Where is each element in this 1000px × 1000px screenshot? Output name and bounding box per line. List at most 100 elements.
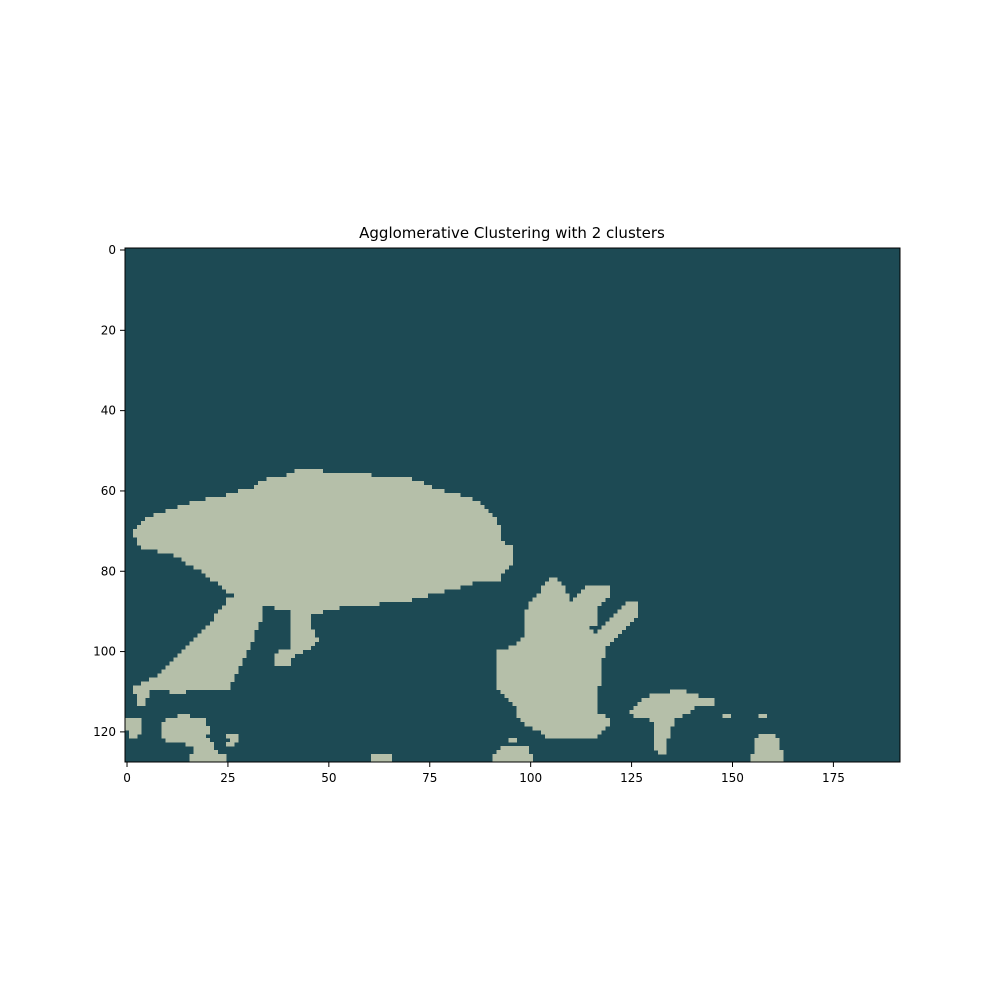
- cluster-1-cell-run: [754, 737, 780, 743]
- cluster-1-cell-run: [496, 661, 602, 667]
- cluster-1-cell-run: [516, 641, 606, 646]
- cluster-1-cell-run: [157, 549, 513, 554]
- cluster-1-cell-run: [496, 677, 602, 683]
- cluster-1-cell-run: [544, 581, 562, 586]
- cluster-1-bottom-middle: [492, 737, 534, 763]
- cluster-1-cell-run: [290, 605, 312, 610]
- cluster-1-cell-run: [593, 645, 606, 650]
- cluster-1-cell-run: [524, 621, 586, 626]
- cluster-1-cell-run: [573, 597, 606, 602]
- cluster-1-cell-run: [161, 733, 207, 739]
- cluster-1-left-arm: [133, 597, 267, 707]
- cluster-1-cell-run: [524, 613, 578, 618]
- cluster-1-cell-run: [177, 713, 190, 719]
- cluster-1-cell-run: [290, 621, 312, 626]
- cluster-1-cell-run: [290, 633, 316, 638]
- x-tick-label: 150: [721, 771, 744, 785]
- cluster-1-cell-run: [508, 737, 517, 743]
- cluster-1-cell-run: [290, 637, 320, 642]
- cluster-1-cell-run: [274, 657, 291, 663]
- cluster-1-cell-run: [496, 657, 602, 663]
- cluster-1-cell-run: [193, 565, 509, 570]
- cluster-1-cell-run: [573, 609, 598, 614]
- cluster-1-cell-run: [125, 725, 142, 731]
- cluster-1-cell-run: [185, 645, 251, 650]
- x-tick-label: 100: [519, 771, 542, 785]
- cluster-1-cell-run: [593, 641, 610, 646]
- cluster-1-cell-run: [274, 661, 291, 667]
- x-tick-label: 0: [123, 771, 131, 785]
- cluster-1-cell-run: [573, 621, 598, 626]
- cluster-1-cell-run: [653, 733, 671, 739]
- x-tick-label: 125: [620, 771, 643, 785]
- cluster-1-cell-run: [165, 665, 239, 671]
- cluster-1-cell-run: [217, 609, 263, 614]
- cluster-1-cell-run: [633, 713, 683, 719]
- cluster-1-cell-run: [133, 533, 501, 538]
- cluster-1-cell-run: [129, 733, 138, 739]
- cluster-1-cell-run: [540, 729, 602, 735]
- cluster-1-cell-run: [165, 737, 211, 743]
- cluster-1-cell-run: [532, 597, 570, 602]
- cluster-1-cell-run: [496, 653, 606, 658]
- cluster-1-cell-run: [653, 721, 675, 727]
- cluster-1-cell-run: [193, 637, 255, 642]
- cluster-1-cell-run: [133, 685, 231, 691]
- cluster-1-cell-run: [173, 657, 243, 663]
- plot-area: [124, 247, 901, 763]
- cluster-1-cell-run: [653, 725, 671, 731]
- cluster-1-cell-run: [197, 633, 255, 638]
- cluster-1-cell-run: [125, 717, 142, 723]
- cluster-1-cell-run: [524, 609, 578, 614]
- cluster-1-cell-run: [254, 484, 433, 490]
- cluster-1-cell-run: [225, 589, 445, 594]
- y-tick-label: 0: [108, 243, 116, 257]
- cluster-1-cell-run: [141, 521, 497, 526]
- cluster-1-cell-run: [161, 669, 239, 675]
- cluster-1-cell-run: [637, 701, 715, 707]
- cluster-1-cell-run: [266, 476, 412, 482]
- cluster-1-cell-run: [496, 665, 602, 671]
- x-tick-label: 75: [422, 771, 437, 785]
- cluster-1-cell-run: [137, 525, 501, 530]
- cluster-1-cell-run: [193, 745, 215, 751]
- cluster-1-cell-run: [290, 641, 316, 646]
- cluster-1-cell-run: [593, 649, 602, 654]
- cluster-1-cell-run: [133, 529, 501, 534]
- cluster-1-cell-run: [169, 689, 186, 695]
- cluster-1-cell-run: [524, 617, 582, 622]
- cluster-1-cell-run: [500, 745, 530, 751]
- y-tick-label: 20: [101, 323, 116, 337]
- cluster-1-cell-run: [165, 509, 489, 514]
- cluster-1-cell-run: [621, 605, 639, 610]
- cluster-1-cell-run: [508, 645, 606, 650]
- cluster-1-cell-run: [653, 745, 667, 751]
- cluster-1-cell-run: [508, 697, 598, 703]
- cluster-1-cell-run: [524, 633, 598, 638]
- cluster-1-cell-run: [233, 593, 429, 598]
- cluster-1-cell-run: [225, 601, 263, 606]
- cluster-1-cell-run: [133, 689, 150, 695]
- cluster-1-cell-run: [722, 713, 731, 719]
- cluster-1-cell-run: [278, 649, 304, 654]
- cluster-1-cell-run: [605, 621, 630, 626]
- cluster-1-cell-run: [540, 585, 566, 590]
- cluster-1-cell-run: [238, 488, 445, 494]
- cluster-1-cell-run: [629, 709, 691, 715]
- cluster-1-cell-run: [290, 625, 312, 630]
- cluster-1-cell-run: [185, 561, 513, 566]
- chart-title: Agglomerative Clustering with 2 clusters: [359, 224, 665, 242]
- cluster-1-cell-run: [496, 749, 530, 755]
- cluster-1-cell-run: [153, 513, 493, 518]
- cluster-1-cell-run: [209, 577, 501, 582]
- cluster-1-cell-run: [500, 689, 598, 695]
- cluster-1-cell-run: [161, 729, 211, 735]
- cluster-1-cell-run: [754, 749, 784, 755]
- cluster-1-stem: [274, 597, 320, 667]
- cluster-1-cell-run: [274, 653, 295, 658]
- cluster-1-cell-run: [496, 673, 602, 679]
- x-tick-label: 175: [822, 771, 845, 785]
- y-tick-label: 60: [101, 484, 116, 498]
- cluster-1-cell-run: [201, 569, 505, 574]
- cluster-1-hand: [496, 577, 610, 739]
